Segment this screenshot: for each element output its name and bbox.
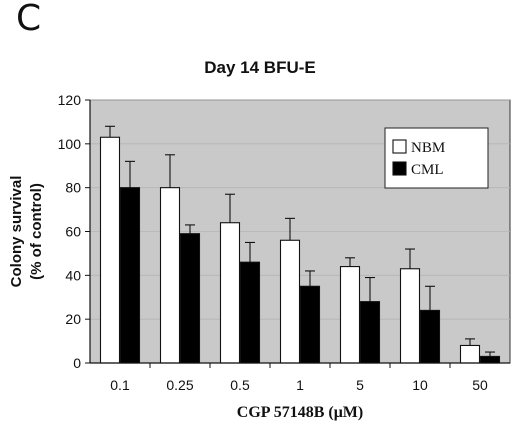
- x-tick-label: 10: [412, 377, 428, 393]
- x-tick-label: 0.1: [110, 377, 130, 393]
- bar-cml-0.1: [119, 187, 141, 364]
- y-tick-label: 120: [58, 92, 82, 108]
- bar-cml-5: [359, 301, 381, 364]
- bar-nbm-0.1: [99, 136, 121, 364]
- y-tick-label: 0: [73, 355, 81, 371]
- y-tick-label: 80: [65, 180, 81, 196]
- bar-cml-1: [299, 285, 321, 364]
- bar-nbm-5: [339, 266, 361, 364]
- legend-swatch-cml: [392, 161, 407, 176]
- bar-cml-0.5: [239, 261, 261, 364]
- y-axis-label-line1: Colony survival: [8, 176, 25, 288]
- y-tick-label: 100: [58, 136, 82, 152]
- x-axis: 0.1 0.25 0.5 1 5 10 50: [90, 362, 510, 393]
- bar-cml-10: [419, 309, 441, 364]
- panel-letter: C: [16, 0, 42, 39]
- legend: NBM CML: [384, 127, 489, 189]
- legend-label-cml: CML: [411, 162, 444, 178]
- bar-nbm-50: [459, 344, 481, 364]
- y-tick-label: 60: [65, 224, 81, 240]
- bar-nbm-10: [399, 268, 421, 364]
- y-tick-label: 20: [65, 311, 81, 327]
- x-tick-label: 0.25: [166, 377, 193, 393]
- x-tick-label: 1: [296, 377, 304, 393]
- legend-box: [384, 127, 489, 189]
- x-tick-label: 50: [472, 377, 488, 393]
- y-axis-label-line2: (% of control): [28, 183, 45, 280]
- x-tick-label: 0.5: [230, 377, 250, 393]
- legend-label-nbm: NBM: [411, 140, 445, 156]
- bar-cml-0.25: [179, 233, 201, 364]
- bar-cml-50: [479, 355, 501, 364]
- y-tick-label: 40: [65, 267, 81, 283]
- legend-swatch-nbm: [392, 139, 407, 154]
- bar-nbm-0.25: [159, 187, 181, 364]
- x-tick-label: 5: [356, 377, 364, 393]
- bar-nbm-0.5: [219, 222, 241, 364]
- chart-title: Day 14 BFU-E: [204, 58, 316, 77]
- bar-marks: [99, 125, 501, 364]
- y-axis: 0 20 40 60 80 100 120: [58, 92, 91, 371]
- x-axis-label: CGP 57148B (μM): [237, 404, 363, 421]
- bar-nbm-1: [279, 239, 301, 364]
